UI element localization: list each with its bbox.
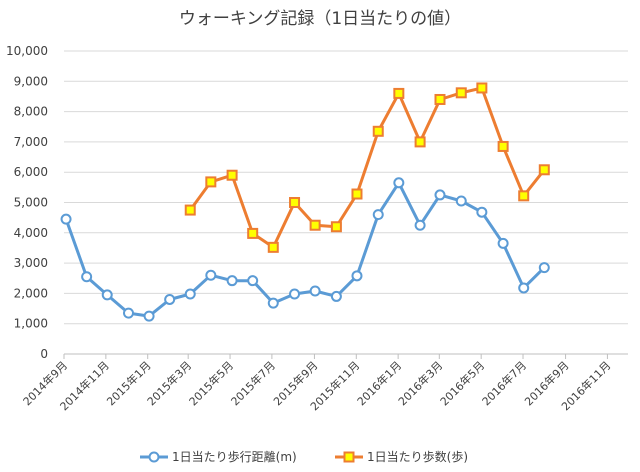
x-tick-label: 2015年7月 bbox=[228, 358, 278, 408]
y-tick-label: 4,000 bbox=[14, 226, 48, 240]
y-tick-label: 5,000 bbox=[14, 196, 48, 210]
data-point-distance bbox=[518, 282, 530, 294]
y-tick-label: 2,000 bbox=[14, 286, 48, 300]
data-point-steps bbox=[538, 164, 550, 176]
data-point-steps bbox=[267, 241, 279, 253]
y-axis-ticks: 0 1,000 2,000 3,000 4,000 5,000 6,000 7,000 8,00… bbox=[6, 44, 48, 361]
data-point-distance bbox=[81, 271, 93, 283]
data-point-steps bbox=[393, 87, 405, 99]
data-point-steps bbox=[309, 219, 321, 231]
data-point-steps bbox=[205, 176, 217, 188]
data-point-distance bbox=[538, 262, 550, 274]
data-point-steps bbox=[372, 125, 384, 137]
data-point-steps bbox=[455, 87, 467, 99]
legend: 1日当たり歩行距離(m) 1日当たり歩数(歩) bbox=[140, 449, 468, 464]
data-point-distance bbox=[476, 206, 488, 218]
data-point-steps bbox=[226, 169, 238, 181]
y-tick-label: 0 bbox=[40, 347, 48, 361]
x-tick-label: 2015年5月 bbox=[186, 358, 236, 408]
data-point-distance bbox=[164, 293, 176, 305]
data-point-steps bbox=[434, 93, 446, 105]
data-point-distance bbox=[434, 189, 446, 201]
y-tick-label: 3,000 bbox=[14, 256, 48, 270]
y-tick-label: 10,000 bbox=[6, 44, 48, 58]
y-tick-label: 7,000 bbox=[14, 135, 48, 149]
x-tick-label: 2016年3月 bbox=[395, 358, 445, 408]
data-point-distance bbox=[267, 297, 279, 309]
gridlines bbox=[64, 50, 628, 325]
data-point-distance bbox=[455, 195, 467, 207]
data-point-steps bbox=[414, 136, 426, 148]
legend-label-2: 1日当たり歩数(歩) bbox=[367, 449, 468, 464]
data-point-distance bbox=[497, 237, 509, 249]
chart-title: ウォーキング記録（1日当たりの値） bbox=[179, 9, 461, 29]
data-point-steps bbox=[247, 227, 259, 239]
x-tick-label: 2015年3月 bbox=[144, 358, 194, 408]
data-point-distance bbox=[330, 290, 342, 302]
data-point-distance bbox=[393, 177, 405, 189]
y-tick-label: 8,000 bbox=[14, 105, 48, 119]
x-axis: 2014年9月2014年11月2015年1月2015年3月2015年5月2015… bbox=[20, 353, 628, 413]
data-point-distance bbox=[143, 310, 155, 322]
data-point-distance bbox=[309, 285, 321, 297]
data-point-steps bbox=[518, 190, 530, 202]
x-tick-label: 2016年5月 bbox=[437, 358, 487, 408]
y-tick-label: 1,000 bbox=[14, 317, 48, 331]
legend-marker-steps bbox=[343, 451, 355, 463]
data-point-steps bbox=[330, 221, 342, 233]
y-tick-label: 9,000 bbox=[14, 74, 48, 88]
data-point-distance bbox=[372, 209, 384, 221]
legend-marker-distance bbox=[148, 451, 160, 463]
legend-label-1: 1日当たり歩行距離(m) bbox=[172, 449, 297, 464]
data-point-distance bbox=[351, 270, 363, 282]
data-point-distance bbox=[60, 213, 72, 225]
series-markers bbox=[60, 82, 550, 322]
data-point-distance bbox=[184, 288, 196, 300]
data-point-distance bbox=[247, 275, 259, 287]
data-point-steps bbox=[184, 204, 196, 216]
data-point-steps bbox=[497, 140, 509, 152]
data-point-distance bbox=[414, 219, 426, 231]
data-point-distance bbox=[289, 288, 301, 300]
data-point-distance bbox=[122, 307, 134, 319]
y-tick-label: 6,000 bbox=[14, 165, 48, 179]
data-point-steps bbox=[351, 188, 363, 200]
data-point-steps bbox=[289, 197, 301, 208]
data-point-distance bbox=[205, 269, 217, 281]
data-point-distance bbox=[226, 275, 238, 287]
data-point-steps bbox=[476, 82, 488, 94]
x-tick-label: 2016年7月 bbox=[479, 358, 529, 408]
data-point-distance bbox=[101, 289, 113, 301]
series-line-2 bbox=[188, 86, 546, 249]
